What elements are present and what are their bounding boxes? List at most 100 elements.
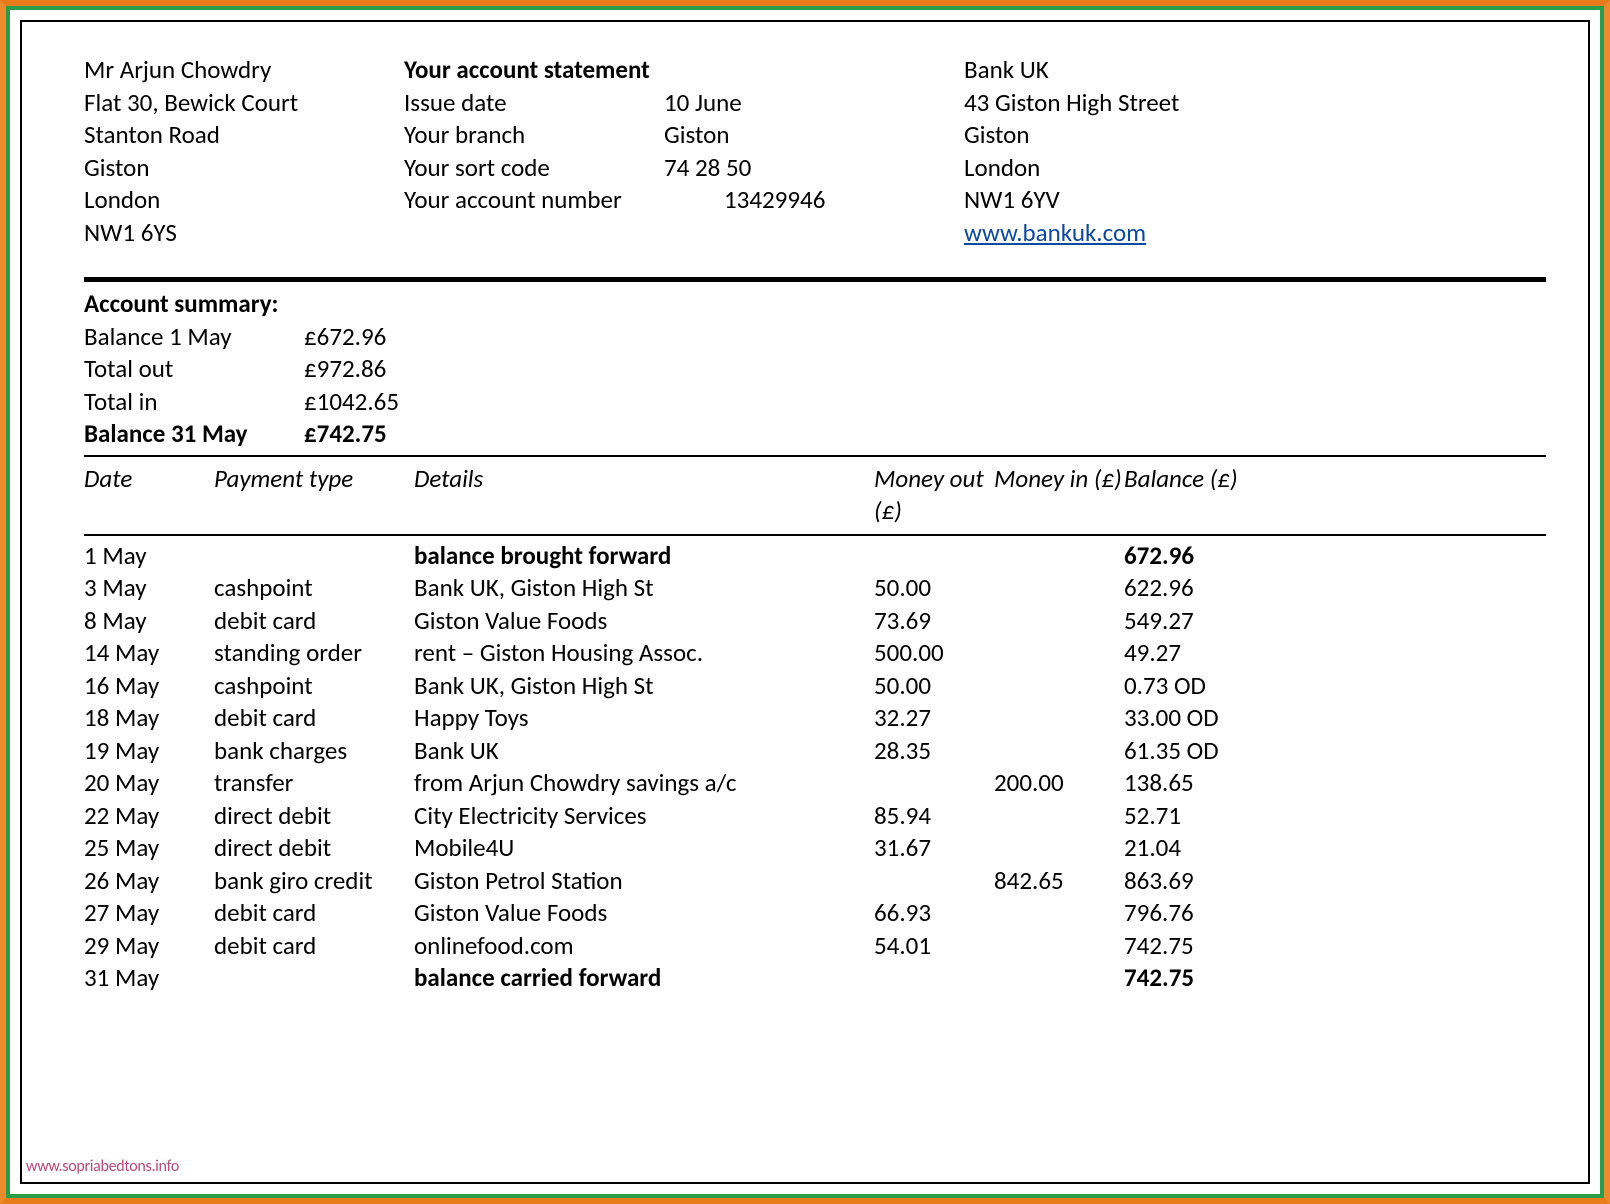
summary-title: Account summary:: [84, 288, 1546, 321]
tx-money-out: 31.67: [874, 832, 994, 865]
transaction-row: 26 Maybank giro creditGiston Petrol Stat…: [84, 865, 1546, 898]
tx-date: 16 May: [84, 670, 214, 703]
tx-details: Giston Value Foods: [414, 897, 874, 930]
tx-money-out: 73.69: [874, 605, 994, 638]
branch-label: Your branch: [404, 119, 664, 152]
tx-balance: 796.76: [1124, 897, 1274, 930]
tx-details: rent – Giston Housing Assoc.: [414, 637, 874, 670]
tx-money-out: 500.00: [874, 637, 994, 670]
tx-balance: 61.35 OD: [1124, 735, 1274, 768]
tx-details: balance carried forward: [414, 962, 874, 995]
transaction-row: 14 Maystanding orderrent – Giston Housin…: [84, 637, 1546, 670]
rule-head-bottom: [84, 534, 1546, 536]
tx-date: 3 May: [84, 572, 214, 605]
tx-date: 22 May: [84, 800, 214, 833]
bank-address-block: Bank UK 43 Giston High Street Giston Lon…: [964, 54, 1546, 249]
statement-title: Your account statement: [404, 54, 944, 87]
tx-money-out: 54.01: [874, 930, 994, 963]
tx-details: Bank UK, Giston High St: [414, 670, 874, 703]
summary-label: Balance 1 May: [84, 321, 304, 354]
summary-label: Balance 31 May: [84, 418, 304, 451]
bank-website-link[interactable]: www.bankuk.com: [964, 217, 1146, 248]
tx-type: direct debit: [214, 800, 414, 833]
rule-summary-bottom: [84, 455, 1546, 457]
summary-label: Total in: [84, 386, 304, 419]
tx-details: Giston Petrol Station: [414, 865, 874, 898]
statement-header: Mr Arjun Chowdry Flat 30, Bewick Court S…: [84, 54, 1546, 249]
tx-type: cashpoint: [214, 670, 414, 703]
issue-date-value: 10 June: [664, 87, 742, 120]
transaction-row: 27 Maydebit cardGiston Value Foods66.937…: [84, 897, 1546, 930]
statement-content: Mr Arjun Chowdry Flat 30, Bewick Court S…: [24, 24, 1586, 1180]
summary-row: Total in£1042.65: [84, 386, 1546, 419]
tx-balance: 549.27: [1124, 605, 1274, 638]
col-in-header: Money in (£): [994, 463, 1124, 496]
tx-balance: 138.65: [1124, 767, 1274, 800]
sort-code-value: 74 28 50: [664, 152, 751, 185]
sort-code-label: Your sort code: [404, 152, 664, 185]
tx-details: Happy Toys: [414, 702, 874, 735]
tx-money-out: 50.00: [874, 670, 994, 703]
tx-balance: 0.73 OD: [1124, 670, 1274, 703]
tx-type: debit card: [214, 930, 414, 963]
transaction-row: 22 Maydirect debitCity Electricity Servi…: [84, 800, 1546, 833]
tx-balance: 622.96: [1124, 572, 1274, 605]
tx-balance: 33.00 OD: [1124, 702, 1274, 735]
transaction-row: 8 Maydebit cardGiston Value Foods73.6954…: [84, 605, 1546, 638]
summary-label: Total out: [84, 353, 304, 386]
tx-details: Giston Value Foods: [414, 605, 874, 638]
tx-balance: 863.69: [1124, 865, 1274, 898]
tx-details: City Electricity Services: [414, 800, 874, 833]
tx-details: onlinefood.com: [414, 930, 874, 963]
account-summary: Account summary: Balance 1 May£672.96Tot…: [84, 288, 1546, 451]
transaction-row: 16 MaycashpointBank UK, Giston High St50…: [84, 670, 1546, 703]
transaction-row: 25 Maydirect debitMobile4U31.6721.04: [84, 832, 1546, 865]
tx-money-out: 50.00: [874, 572, 994, 605]
tx-details: Bank UK: [414, 735, 874, 768]
transaction-row: 18 Maydebit cardHappy Toys32.2733.00 OD: [84, 702, 1546, 735]
summary-value: £672.96: [304, 321, 386, 354]
summary-value: £972.86: [304, 353, 386, 386]
account-number-label: Your account number: [404, 184, 724, 217]
tx-money-in: 200.00: [994, 767, 1124, 800]
issue-date-label: Issue date: [404, 87, 664, 120]
tx-money-out: 28.35: [874, 735, 994, 768]
bank-addr3: London: [964, 152, 1546, 185]
tx-details: balance brought forward: [414, 540, 874, 573]
tx-date: 26 May: [84, 865, 214, 898]
tx-money-in: 842.65: [994, 865, 1124, 898]
bank-name: Bank UK: [964, 54, 1546, 87]
tx-type: debit card: [214, 605, 414, 638]
tx-type: debit card: [214, 702, 414, 735]
customer-postcode: NW1 6YS: [84, 217, 384, 250]
transaction-row: 29 Maydebit cardonlinefood.com54.01742.7…: [84, 930, 1546, 963]
customer-addr2: Stanton Road: [84, 119, 384, 152]
customer-addr3: Giston: [84, 152, 384, 185]
tx-money-out: 85.94: [874, 800, 994, 833]
watermark-text: www.sopriabedtons.info: [26, 1157, 179, 1176]
summary-row: Balance 1 May£672.96: [84, 321, 1546, 354]
tx-money-out: 66.93: [874, 897, 994, 930]
tx-balance: 49.27: [1124, 637, 1274, 670]
tx-date: 31 May: [84, 962, 214, 995]
tx-balance: 21.04: [1124, 832, 1274, 865]
statement-meta-block: Your account statement Issue date 10 Jun…: [404, 54, 944, 249]
transaction-row: 3 MaycashpointBank UK, Giston High St50.…: [84, 572, 1546, 605]
tx-balance: 52.71: [1124, 800, 1274, 833]
tx-details: from Arjun Chowdry savings a/c: [414, 767, 874, 800]
tx-date: 25 May: [84, 832, 214, 865]
transactions-header: Date Payment type Details Money out (£) …: [84, 461, 1546, 530]
tx-date: 1 May: [84, 540, 214, 573]
tx-details: Bank UK, Giston High St: [414, 572, 874, 605]
col-date-header: Date: [84, 463, 214, 496]
bank-addr1: 43 Giston High Street: [964, 87, 1546, 120]
transaction-row: 20 Maytransferfrom Arjun Chowdry savings…: [84, 767, 1546, 800]
tx-balance: 742.75: [1124, 930, 1274, 963]
col-out-header: Money out (£): [874, 463, 994, 528]
account-number-value: 13429946: [724, 184, 825, 217]
summary-row: Balance 31 May£742.75: [84, 418, 1546, 451]
customer-name: Mr Arjun Chowdry: [84, 54, 384, 87]
tx-type: bank giro credit: [214, 865, 414, 898]
tx-type: standing order: [214, 637, 414, 670]
tx-date: 27 May: [84, 897, 214, 930]
